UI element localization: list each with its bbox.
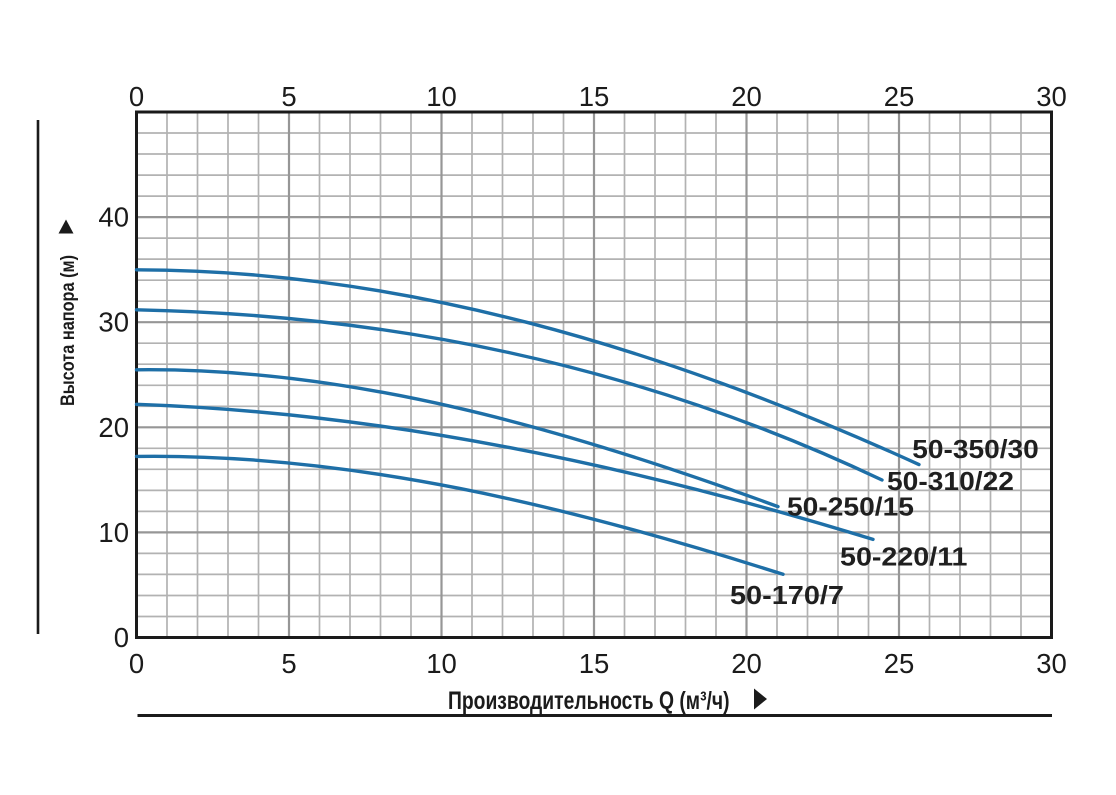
- svg-text:15: 15: [579, 648, 610, 679]
- svg-text:5: 5: [281, 648, 296, 679]
- svg-text:20: 20: [98, 412, 129, 443]
- svg-text:0: 0: [129, 81, 144, 112]
- svg-text:10: 10: [426, 648, 457, 679]
- svg-text:50-350/30: 50-350/30: [912, 434, 1039, 464]
- svg-text:25: 25: [884, 81, 915, 112]
- svg-text:30: 30: [1036, 648, 1067, 679]
- svg-text:50-310/22: 50-310/22: [887, 466, 1014, 496]
- svg-text:Высота напора (м): Высота напора (м): [58, 255, 79, 406]
- svg-text:15: 15: [579, 81, 610, 112]
- svg-text:30: 30: [98, 307, 129, 338]
- svg-text:10: 10: [426, 81, 457, 112]
- svg-text:0: 0: [129, 648, 144, 679]
- svg-text:50-250/15: 50-250/15: [787, 492, 914, 522]
- svg-text:Производительность Q (м³/ч): Производительность Q (м³/ч): [448, 687, 730, 715]
- svg-text:10: 10: [98, 517, 129, 548]
- svg-text:50-220/11: 50-220/11: [840, 542, 968, 572]
- svg-text:5: 5: [281, 81, 296, 112]
- svg-text:20: 20: [731, 648, 762, 679]
- svg-text:40: 40: [98, 202, 129, 233]
- svg-text:20: 20: [731, 81, 762, 112]
- svg-text:50-170/7: 50-170/7: [730, 580, 844, 610]
- svg-text:0: 0: [114, 622, 129, 653]
- svg-text:25: 25: [884, 648, 915, 679]
- svg-text:30: 30: [1036, 81, 1067, 112]
